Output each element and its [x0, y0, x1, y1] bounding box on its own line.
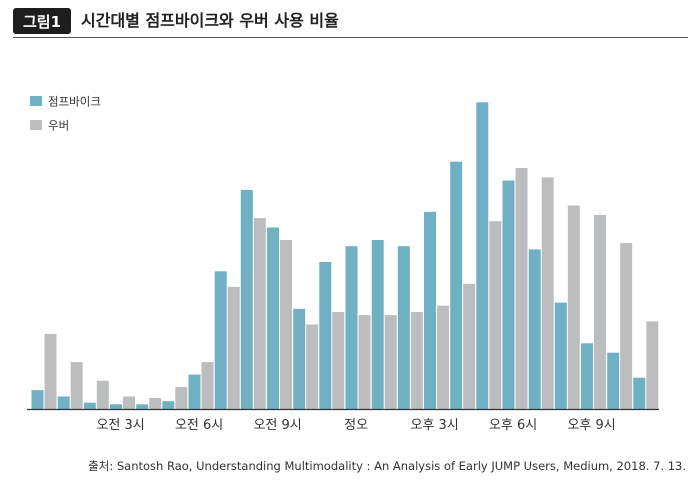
- x-tick-label: 오전 3시: [96, 418, 144, 433]
- bar-jump-15: [424, 211, 436, 409]
- bar-jump-17: [476, 102, 489, 410]
- source-citation: 출처: Santosh Rao, Understanding Multimoda…: [88, 459, 686, 473]
- legend-swatch-jump: [30, 96, 42, 106]
- bar-uber-5: [175, 387, 188, 409]
- bar-uber-19: [541, 177, 554, 409]
- figure-title: 시간대별 점프바이크와 우버 사용 비율: [81, 11, 339, 30]
- bar-jump-22: [607, 352, 620, 409]
- bar-uber-8: [253, 218, 266, 409]
- bar-jump-7: [214, 271, 227, 409]
- bar-jump-2: [83, 402, 96, 409]
- bar-uber-18: [515, 168, 528, 409]
- bar-uber-6: [201, 362, 214, 409]
- x-tick-label: 오후 9시: [567, 418, 615, 433]
- legend-label-jump: 점프바이크: [48, 95, 101, 109]
- bar-uber-20: [567, 205, 580, 409]
- bar-uber-11: [332, 312, 345, 409]
- bar-uber-4: [149, 398, 162, 409]
- bar-uber-0: [44, 333, 57, 409]
- bar-jump-13: [371, 240, 384, 409]
- bar-jump-14: [397, 246, 410, 409]
- legend-label-uber: 우버: [48, 119, 69, 133]
- figure-label: 그림1: [13, 8, 71, 34]
- bar-jump-19: [528, 249, 541, 409]
- bar-uber-22: [620, 243, 633, 409]
- bar-jump-18: [502, 180, 515, 409]
- x-tick-label: 오후 3시: [410, 418, 458, 433]
- bar-jump-0: [31, 390, 44, 409]
- header-divider: [13, 37, 688, 38]
- x-tick-label: 오후 6시: [489, 418, 537, 433]
- bar-jump-5: [162, 401, 175, 409]
- bar-jump-4: [136, 404, 149, 409]
- bar-uber-2: [96, 380, 109, 409]
- x-tick-label: 오전 9시: [253, 418, 301, 433]
- bar-uber-15: [437, 305, 449, 409]
- bar-jump-21: [581, 343, 593, 409]
- bar-jump-23: [633, 377, 646, 409]
- bar-uber-21: [594, 214, 606, 409]
- bar-jump-9: [267, 227, 279, 409]
- bar-uber-10: [306, 324, 319, 409]
- bar-uber-12: [358, 315, 371, 409]
- bar-uber-9: [280, 240, 292, 409]
- bar-uber-14: [410, 312, 423, 409]
- bar-uber-7: [227, 286, 240, 409]
- legend-swatch-uber: [30, 120, 42, 130]
- bar-uber-3: [123, 396, 135, 409]
- bar-uber-16: [463, 283, 476, 409]
- bar-jump-11: [319, 261, 332, 409]
- bar-jump-1: [57, 396, 70, 409]
- bar-jump-6: [188, 374, 201, 409]
- bar-uber-13: [384, 315, 397, 409]
- bar-jump-12: [345, 246, 358, 409]
- x-tick-label: 정오: [344, 418, 368, 433]
- bar-jump-20: [554, 302, 567, 409]
- bar-jump-8: [240, 189, 253, 409]
- bar-uber-1: [70, 362, 83, 409]
- bar-uber-17: [489, 221, 502, 409]
- bar-jump-16: [450, 161, 463, 409]
- bar-jump-3: [110, 404, 122, 409]
- x-tick-label: 오전 6시: [175, 418, 223, 433]
- bar-jump-10: [293, 308, 306, 409]
- figure-header: 그림1 시간대별 점프바이크와 우버 사용 비율: [0, 0, 700, 38]
- bar-uber-23: [646, 321, 659, 409]
